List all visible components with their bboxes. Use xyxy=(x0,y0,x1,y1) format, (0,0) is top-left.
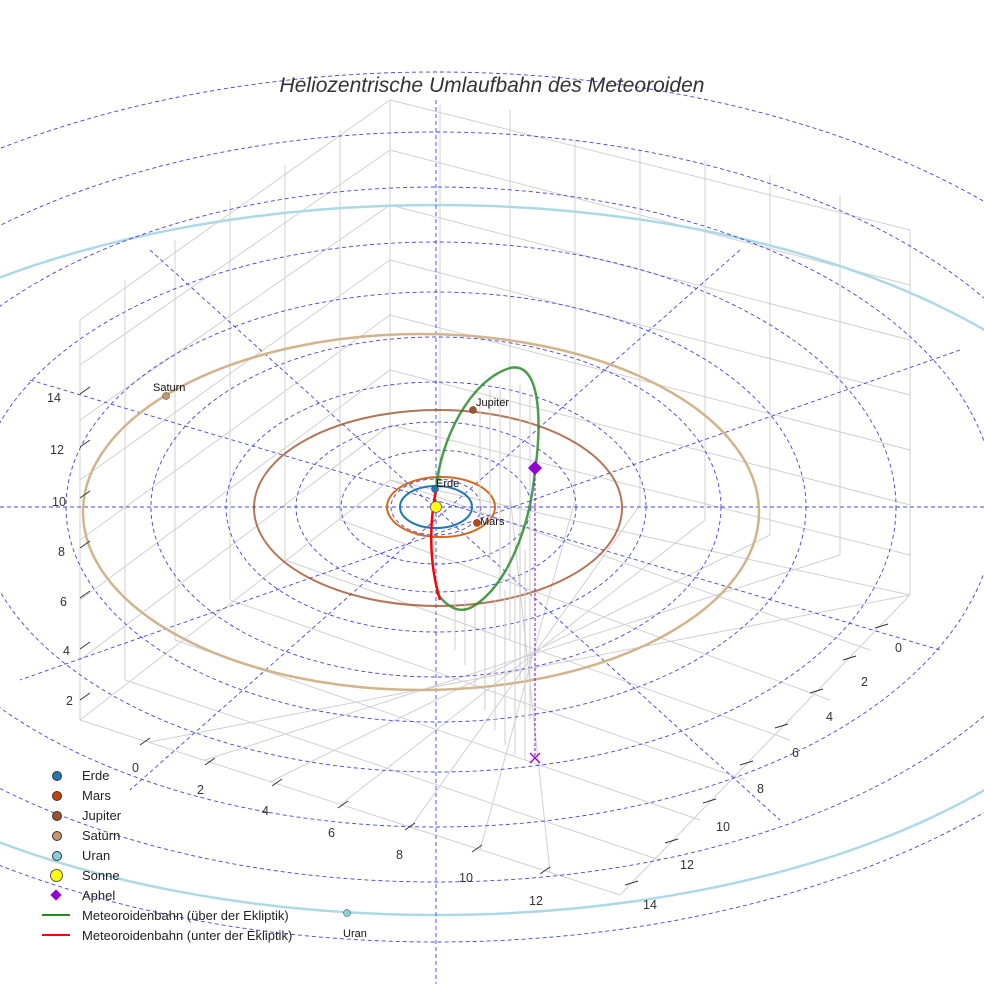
dot-icon xyxy=(52,831,62,841)
legend: Erde Mars Jupiter Saturn Uran Sonne Aphe… xyxy=(40,765,292,945)
legend-label: Mars xyxy=(82,787,111,803)
legend-item-jupiter[interactable]: Jupiter xyxy=(40,805,292,825)
jupiter-marker[interactable] xyxy=(469,406,477,414)
saturn-orbit xyxy=(81,332,761,692)
line-icon xyxy=(42,934,70,936)
dot-icon xyxy=(52,771,62,781)
x-tick: 10 xyxy=(459,871,473,885)
saturn-label: Saturn xyxy=(153,382,185,394)
x-axis-ticks: 0 2 4 6 8 10 12 xyxy=(132,737,551,908)
z-tick: 2 xyxy=(66,694,73,708)
projection-lines xyxy=(454,383,531,760)
y-tick: 6 xyxy=(792,746,799,760)
x-tick: 2 xyxy=(197,783,204,797)
y-tick: 4 xyxy=(826,710,833,724)
x-tick: 0 xyxy=(132,761,139,775)
box-grid xyxy=(79,99,911,896)
legend-item-aphel[interactable]: Aphel xyxy=(40,885,292,905)
mars-label: Mars xyxy=(480,516,505,528)
erde-label: Erde xyxy=(436,478,459,490)
z-axis-ticks: 2 4 6 8 10 12 14 xyxy=(47,386,91,708)
diamond-icon xyxy=(50,889,62,901)
meteoroid-orbit-above xyxy=(434,366,540,611)
legend-label: Jupiter xyxy=(82,807,122,823)
legend-item-uran[interactable]: Uran xyxy=(40,845,292,865)
legend-label: Saturn xyxy=(82,827,121,843)
aphel-projection-x xyxy=(529,752,541,764)
saturn-marker[interactable] xyxy=(162,392,170,400)
z-tick: 4 xyxy=(63,644,70,658)
legend-label: Uran xyxy=(82,847,111,863)
legend-label: Meteoroidenbahn (unter der Ekliptik) xyxy=(82,927,293,943)
legend-label: Meteoroidenbahn (über der Ekliptik) xyxy=(82,907,289,923)
y-tick: 0 xyxy=(895,641,902,655)
legend-label: Sonne xyxy=(82,867,120,883)
x-tick: 4 xyxy=(262,804,269,818)
y-tick: 12 xyxy=(680,858,694,872)
aphel-marker[interactable] xyxy=(528,461,542,475)
uran-marker[interactable] xyxy=(343,909,351,917)
legend-item-saturn[interactable]: Saturn xyxy=(40,825,292,845)
meteoroid-orbit-below xyxy=(429,489,442,601)
line-icon xyxy=(42,914,70,916)
mars-marker[interactable] xyxy=(473,519,481,527)
dot-icon xyxy=(52,811,62,821)
dot-icon xyxy=(52,791,62,801)
erde-marker[interactable] xyxy=(431,485,439,493)
uran-label: Uran xyxy=(343,928,367,940)
legend-item-orbit-above[interactable]: Meteoroidenbahn (über der Ekliptik) xyxy=(40,905,292,925)
y-tick: 10 xyxy=(716,820,730,834)
x-tick: 8 xyxy=(396,848,403,862)
x-tick: 12 xyxy=(529,894,543,908)
legend-item-sonne[interactable]: Sonne xyxy=(40,865,292,885)
legend-item-mars[interactable]: Mars xyxy=(40,785,292,805)
legend-item-orbit-below[interactable]: Meteoroidenbahn (unter der Ekliptik) xyxy=(40,925,292,945)
dot-icon xyxy=(52,851,62,861)
z-tick: 14 xyxy=(47,391,61,405)
y-tick: 8 xyxy=(757,782,764,796)
legend-label: Erde xyxy=(82,767,110,783)
mars-orbit xyxy=(386,476,496,538)
z-tick: 12 xyxy=(50,443,64,457)
sun-icon xyxy=(50,869,63,882)
legend-label: Aphel xyxy=(82,887,116,903)
y-tick: 14 xyxy=(643,898,657,912)
chart-title: Heliozentrische Umlaufbahn des Meteoroid… xyxy=(279,74,705,97)
x-tick: 6 xyxy=(328,826,335,840)
y-axis-ticks: 0 2 4 6 8 10 12 14 xyxy=(624,623,902,912)
z-tick: 6 xyxy=(60,595,67,609)
legend-item-erde[interactable]: Erde xyxy=(40,765,292,785)
y-tick: 2 xyxy=(861,675,868,689)
z-tick: 10 xyxy=(52,495,66,509)
jupiter-orbit xyxy=(253,409,623,607)
jupiter-label: Jupiter xyxy=(476,397,509,409)
sonne-marker[interactable] xyxy=(430,501,442,513)
z-tick: 8 xyxy=(58,545,65,559)
